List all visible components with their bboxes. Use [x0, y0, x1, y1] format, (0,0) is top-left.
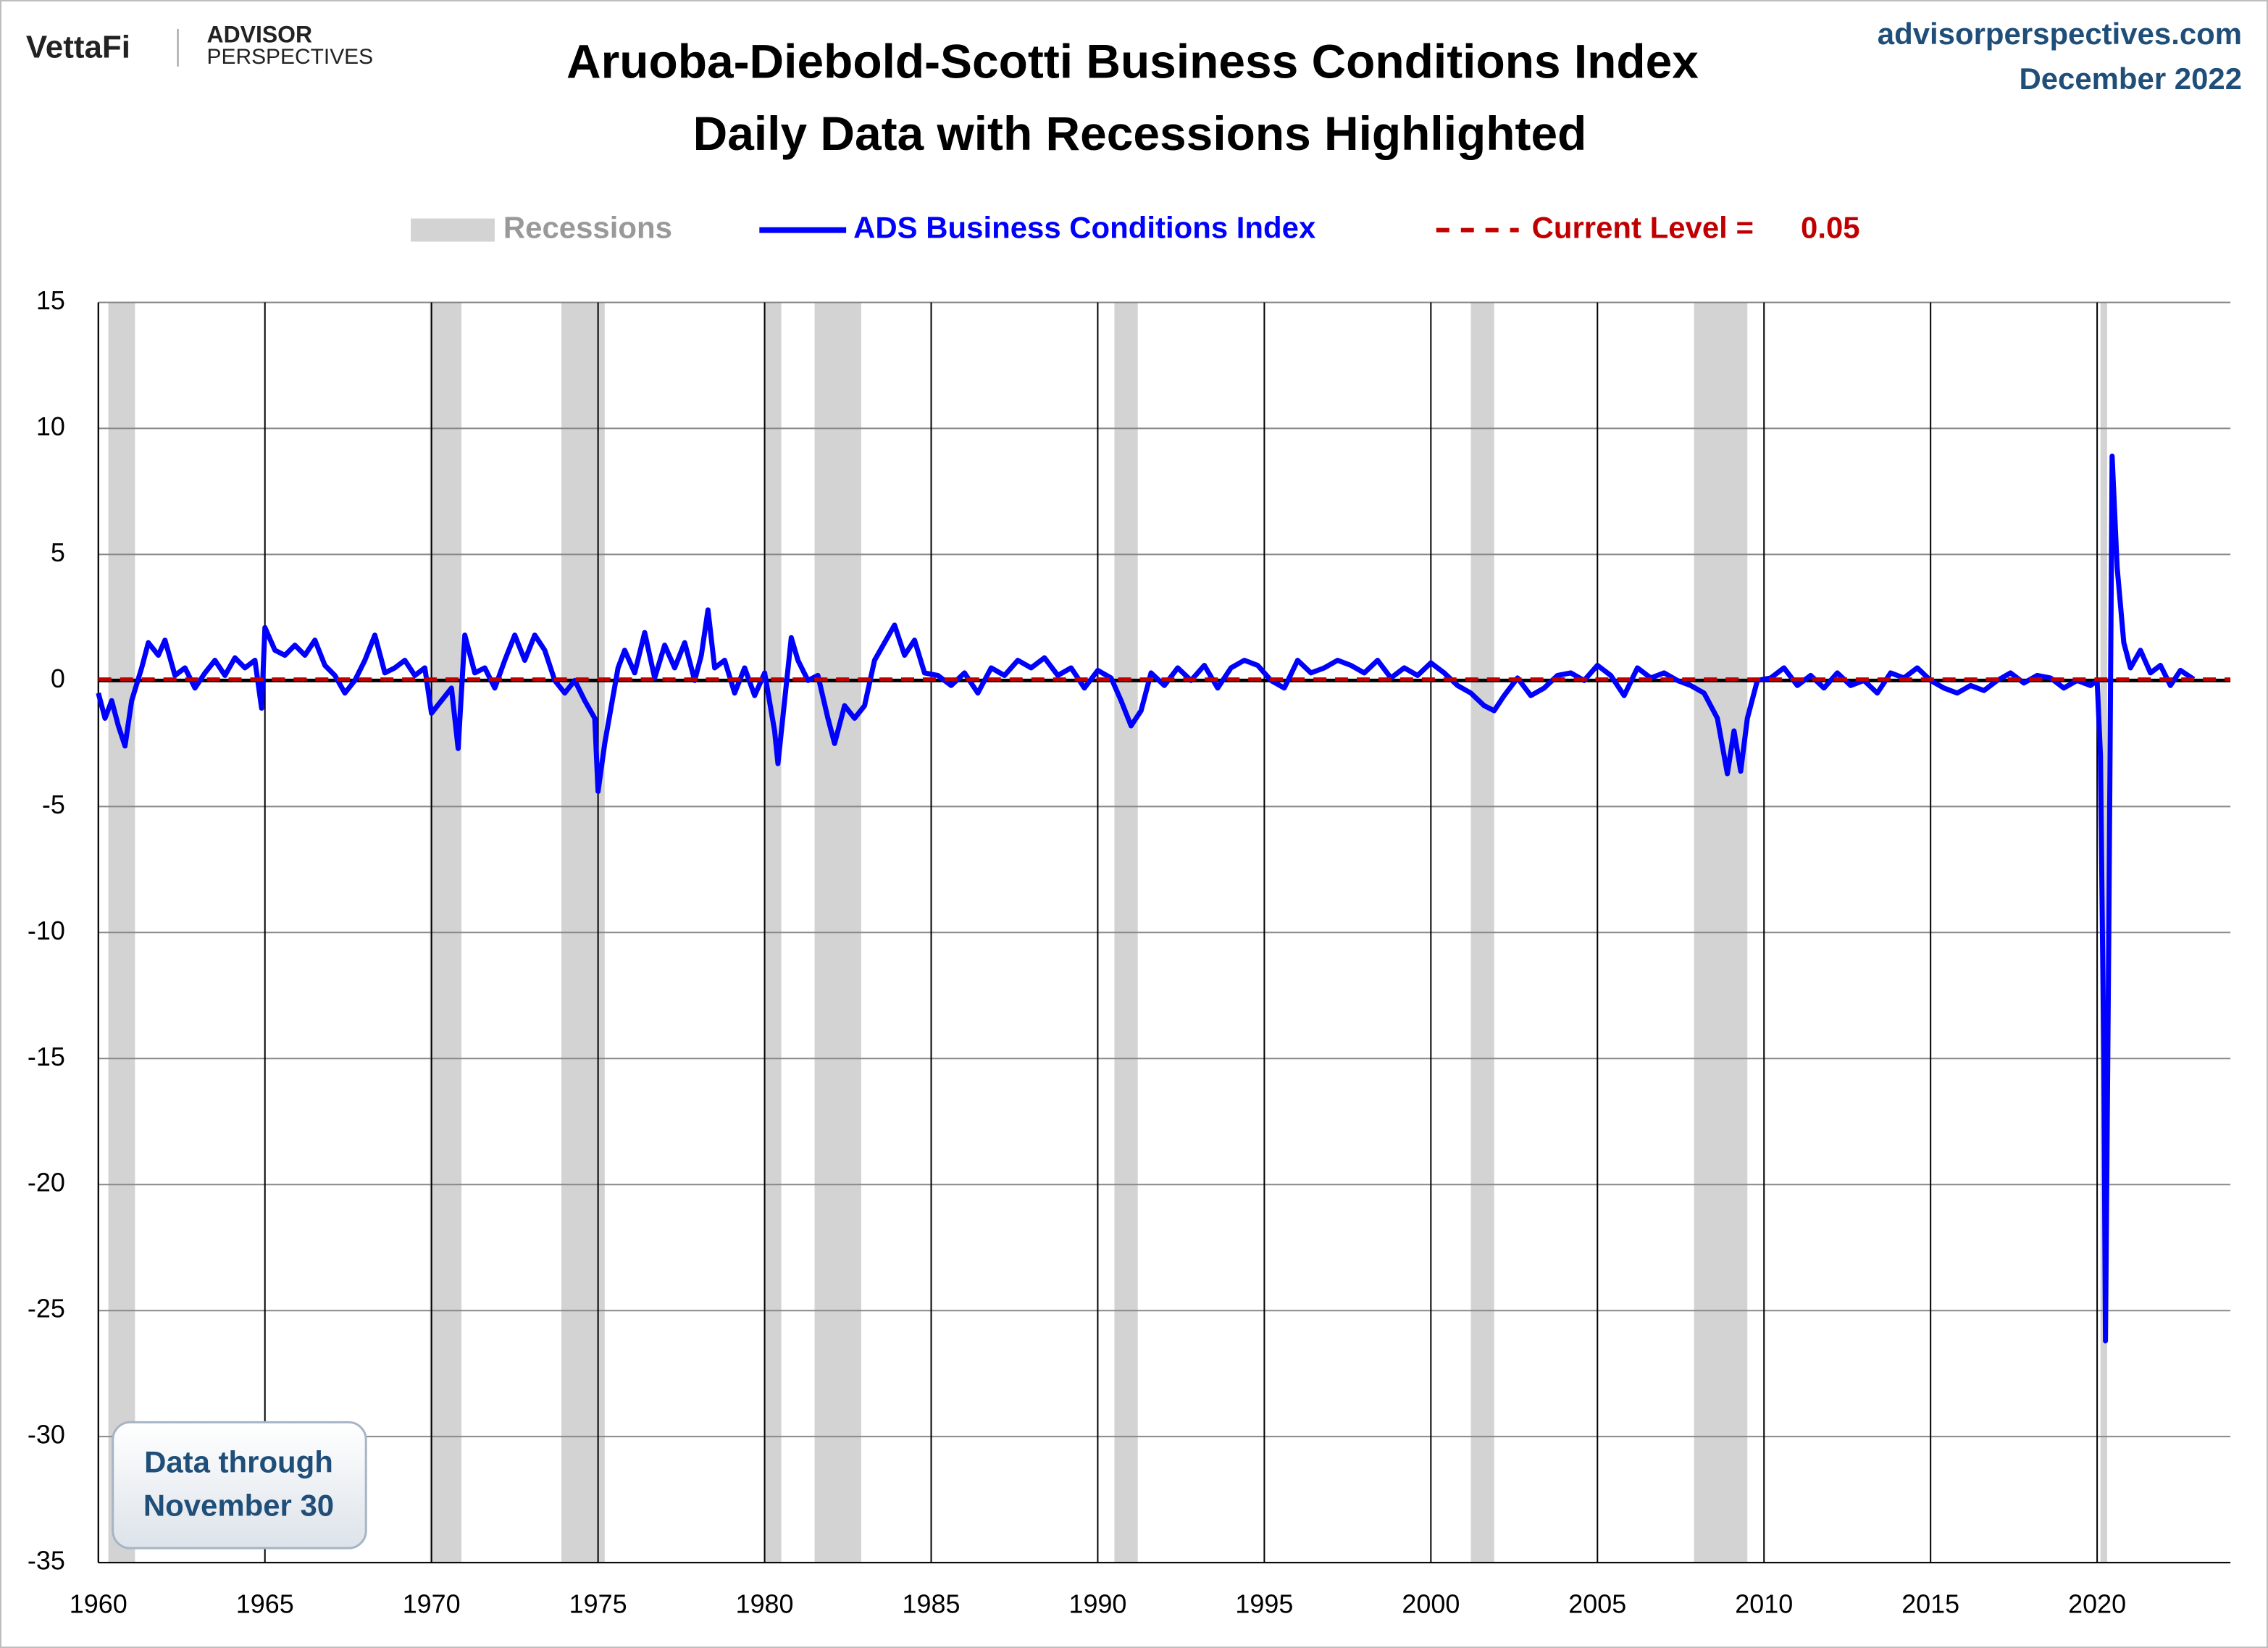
legend-label: ADS Business Conditions Index [853, 211, 1316, 245]
x-tick-label: 1985 [903, 1589, 961, 1619]
legend-label: Recessions [503, 211, 672, 245]
legend-value: 0.05 [1801, 211, 1860, 245]
y-tick-label: 10 [36, 411, 65, 441]
x-tick-label: 1960 [70, 1589, 127, 1619]
x-tick-label: 1965 [236, 1589, 294, 1619]
y-tick-label: 15 [36, 285, 65, 315]
legend: Recessions ADS Business Conditions Index C… [411, 211, 1860, 245]
note-text: November 30 [143, 1488, 334, 1522]
brand-top: ADVISOR [207, 21, 312, 47]
y-tick-label: 5 [51, 538, 65, 567]
legend-label: Current Level = [1532, 211, 1754, 245]
x-tick-label: 1970 [403, 1589, 461, 1619]
y-tick-label: -20 [28, 1168, 65, 1197]
chart-title: Aruoba-Diebold-Scotti Business Condition… [566, 34, 1699, 88]
logo: VettaFi [26, 30, 130, 65]
site: advisorperspectives.com [1878, 17, 2242, 51]
date: December 2022 [2019, 62, 2242, 96]
x-tick-label: 2010 [1735, 1589, 1793, 1619]
note-text: Data through [144, 1444, 333, 1478]
legend-swatch [411, 218, 495, 242]
x-tick-label: 2005 [1568, 1589, 1626, 1619]
x-tick-label: 2000 [1402, 1589, 1460, 1619]
x-tick-label: 2015 [1901, 1589, 1959, 1619]
y-tick-label: -10 [28, 916, 65, 945]
y-tick-label: -25 [28, 1294, 65, 1323]
y-tick-label: -30 [28, 1420, 65, 1450]
x-tick-label: 1995 [1235, 1589, 1293, 1619]
y-tick-label: -35 [28, 1546, 65, 1576]
y-tick-label: -5 [42, 790, 65, 819]
x-tick-label: 1990 [1068, 1589, 1126, 1619]
y-tick-label: -15 [28, 1042, 65, 1071]
brand-bottom: PERSPECTIVES [207, 45, 374, 69]
y-tick-label: 0 [51, 664, 65, 693]
x-tick-label: 1975 [569, 1589, 627, 1619]
x-tick-label: 2020 [2068, 1589, 2126, 1619]
series-line [96, 453, 2196, 1344]
x-tick-label: 1980 [736, 1589, 794, 1619]
note-box [112, 1421, 367, 1549]
chart-subtitle: Daily Data with Recessions Highlighted [693, 106, 1587, 160]
